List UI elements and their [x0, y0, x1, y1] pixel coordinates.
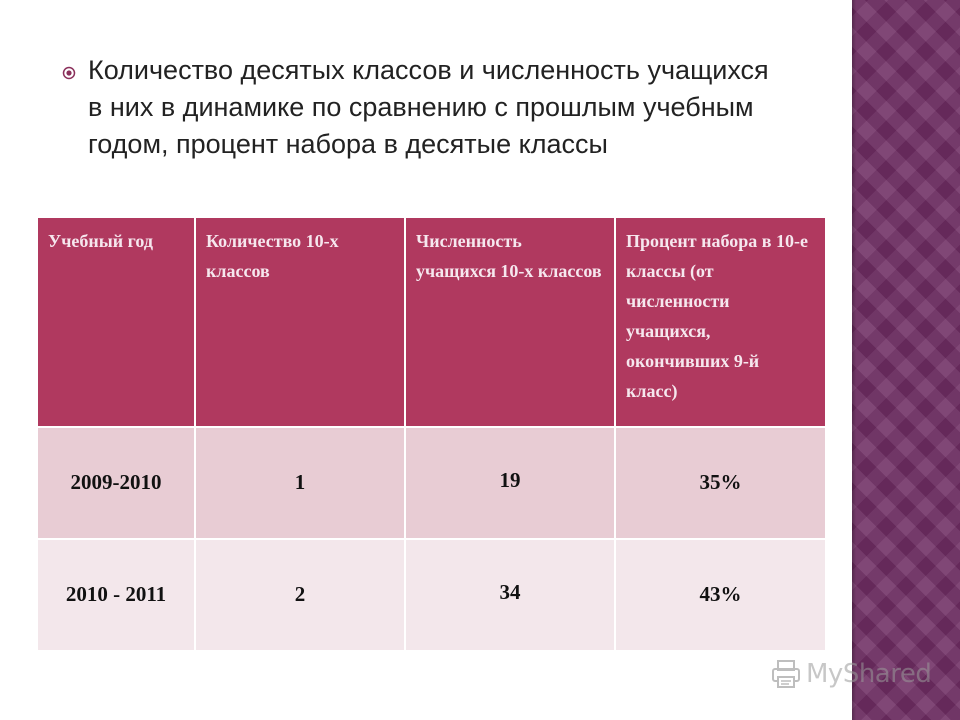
cell-student-count: 34 [405, 538, 616, 650]
cell-year-text: 2010 - 2011 [65, 582, 167, 606]
cell-class-count: 2 [195, 538, 406, 650]
cell-year: 2009-2010 [38, 426, 196, 539]
decorative-side-band [852, 0, 960, 720]
header-enrollment-percent: Процент набора в 10-е классы (от численн… [615, 218, 825, 427]
watermark-text: MyShared [806, 659, 932, 689]
cell-class-count: 1 [195, 426, 406, 539]
table-header-row: Учебный год Количество 10-х классов Числ… [38, 218, 825, 427]
bullet-icon [62, 66, 76, 80]
myshared-watermark: MyShared [770, 656, 932, 692]
cell-year-text: 2009-2010 [70, 470, 162, 494]
cell-class-count-text: 2 [294, 582, 306, 606]
cell-student-count: 19 [405, 426, 616, 539]
table-row: 2010 - 2011 2 34 43% [38, 538, 825, 650]
cell-percent-text: 35% [699, 470, 742, 494]
cell-percent-text: 43% [699, 582, 742, 606]
header-academic-year: Учебный год [38, 218, 196, 427]
slide-heading: Количество десятых классов и численность… [62, 52, 782, 163]
side-band-shadow [852, 0, 856, 720]
cell-year: 2010 - 2011 [38, 538, 196, 650]
cell-class-count-text: 1 [294, 470, 306, 494]
cell-percent: 43% [615, 538, 825, 650]
header-class-count: Количество 10-х классов [195, 218, 406, 427]
cell-student-count-text: 34 [499, 580, 521, 604]
cell-percent: 35% [615, 426, 825, 539]
heading-text: Количество десятых классов и численность… [88, 55, 769, 159]
statistics-table: Учебный год Количество 10-х классов Числ… [38, 218, 825, 650]
cell-student-count-text: 19 [499, 468, 521, 492]
header-student-count: Численность учащихся 10-х классов [405, 218, 616, 427]
printer-logo-icon [770, 658, 802, 690]
table-row: 2009-2010 1 19 35% [38, 426, 825, 539]
